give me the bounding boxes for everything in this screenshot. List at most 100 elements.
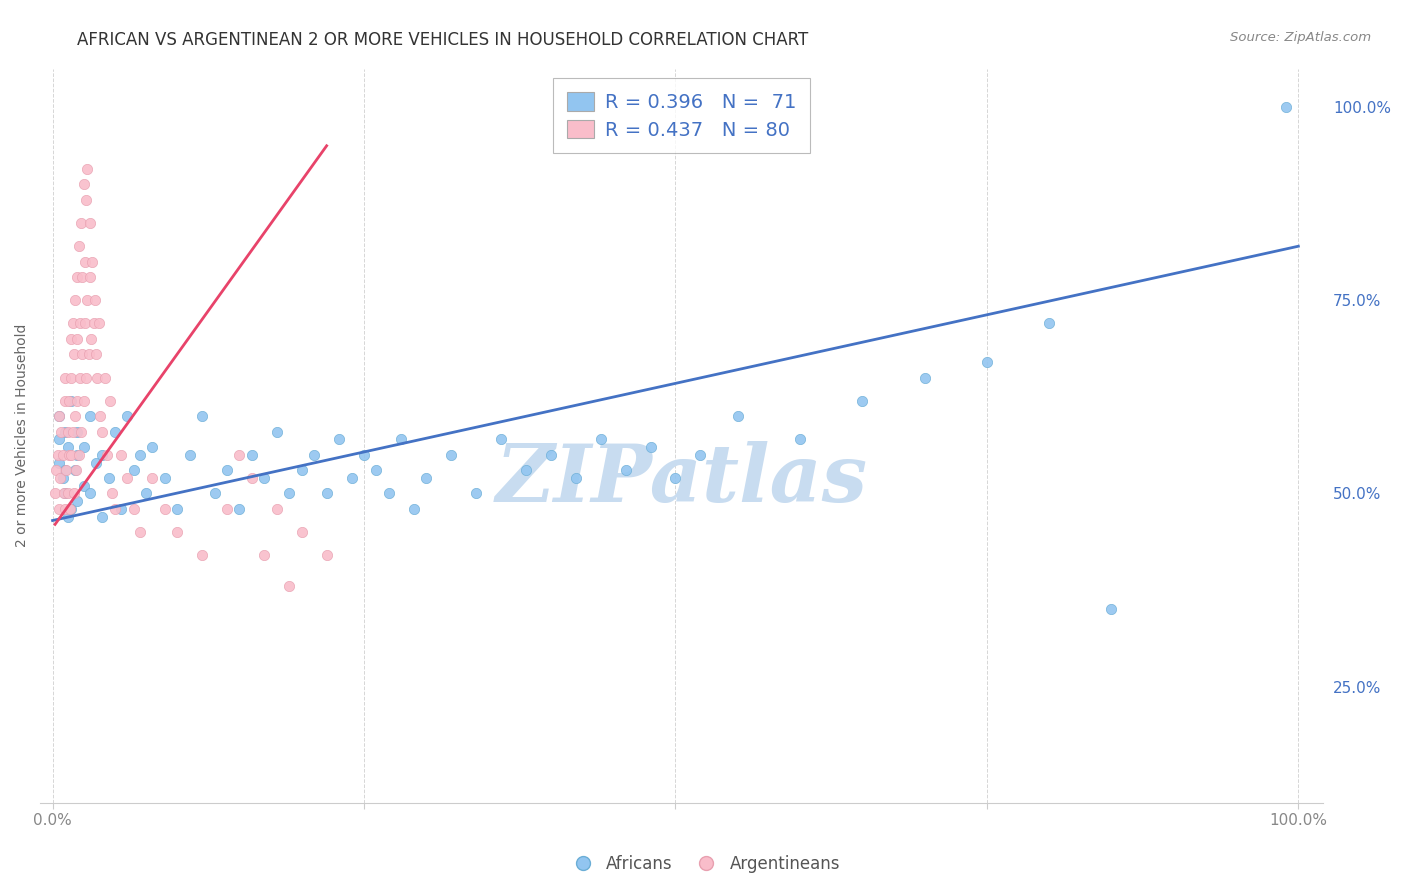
Text: Source: ZipAtlas.com: Source: ZipAtlas.com [1230, 31, 1371, 45]
Africans [73, 440, 96, 454]
Argentineans [94, 370, 117, 384]
Africans [353, 448, 375, 462]
Africans [914, 370, 936, 384]
Africans [253, 471, 276, 485]
Argentineans [291, 525, 314, 540]
Africans [315, 486, 337, 500]
Argentineans [62, 486, 84, 500]
Argentineans [62, 317, 84, 331]
Africans [328, 433, 350, 447]
Africans [117, 409, 139, 424]
Africans [166, 502, 188, 516]
Africans [104, 425, 127, 439]
Argentineans [58, 448, 80, 462]
Africans [60, 393, 83, 408]
Argentineans [89, 409, 111, 424]
Argentineans [191, 549, 214, 563]
Africans [66, 448, 89, 462]
Argentineans [315, 549, 337, 563]
Argentineans [104, 502, 127, 516]
Argentineans [67, 448, 90, 462]
Argentineans [49, 471, 72, 485]
Argentineans [98, 393, 121, 408]
Argentineans [53, 393, 76, 408]
Africans [56, 509, 79, 524]
Argentineans [153, 502, 176, 516]
Argentineans [45, 463, 67, 477]
Argentineans [51, 448, 73, 462]
Africans [378, 486, 401, 500]
Africans [976, 355, 998, 369]
Argentineans [86, 370, 108, 384]
Africans [48, 409, 70, 424]
Africans [515, 463, 537, 477]
Argentineans [66, 393, 89, 408]
Argentineans [66, 270, 89, 285]
Argentineans [215, 502, 238, 516]
Argentineans [59, 502, 82, 516]
Argentineans [70, 425, 93, 439]
Africans [84, 456, 107, 470]
Africans [51, 471, 73, 485]
Argentineans [44, 486, 66, 500]
Africans [53, 425, 76, 439]
Africans [66, 494, 89, 508]
Argentineans [63, 293, 86, 308]
Africans [91, 509, 114, 524]
Argentineans [52, 486, 75, 500]
Africans [179, 448, 201, 462]
Africans [128, 448, 150, 462]
Africans [589, 433, 612, 447]
Africans [63, 463, 86, 477]
Africans [415, 471, 437, 485]
Africans [53, 463, 76, 477]
Argentineans [69, 370, 91, 384]
Africans [97, 471, 120, 485]
Text: AFRICAN VS ARGENTINEAN 2 OR MORE VEHICLES IN HOUSEHOLD CORRELATION CHART: AFRICAN VS ARGENTINEAN 2 OR MORE VEHICLE… [77, 31, 808, 49]
Africans [489, 433, 512, 447]
Argentineans [83, 317, 105, 331]
Africans [110, 502, 132, 516]
Africans [689, 448, 711, 462]
Argentineans [73, 254, 96, 268]
Africans [215, 463, 238, 477]
Argentineans [91, 425, 114, 439]
Argentineans [56, 486, 79, 500]
Argentineans [166, 525, 188, 540]
Argentineans [60, 370, 83, 384]
Africans [122, 463, 145, 477]
Argentineans [62, 347, 84, 361]
Argentineans [76, 293, 98, 308]
Argentineans [60, 448, 83, 462]
Argentineans [82, 254, 104, 268]
Africans [340, 471, 363, 485]
Africans [851, 393, 873, 408]
Argentineans [228, 448, 250, 462]
Argentineans [51, 425, 73, 439]
Africans [204, 486, 226, 500]
Africans [389, 433, 412, 447]
Argentineans [79, 270, 101, 285]
Africans [141, 440, 163, 454]
Africans [789, 433, 811, 447]
Argentineans [84, 347, 107, 361]
Africans [278, 486, 301, 500]
Argentineans [72, 270, 94, 285]
Argentineans [96, 448, 118, 462]
Africans [302, 448, 325, 462]
Argentineans [73, 178, 96, 192]
Africans [640, 440, 662, 454]
Argentineans [60, 332, 83, 346]
Africans [191, 409, 214, 424]
Argentineans [53, 370, 76, 384]
Argentineans [48, 409, 70, 424]
Africans [56, 440, 79, 454]
Africans [66, 425, 89, 439]
Argentineans [87, 317, 110, 331]
Africans [366, 463, 388, 477]
Africans [440, 448, 463, 462]
Africans [540, 448, 562, 462]
Argentineans [76, 161, 98, 176]
Argentineans [65, 463, 87, 477]
Argentineans [72, 347, 94, 361]
